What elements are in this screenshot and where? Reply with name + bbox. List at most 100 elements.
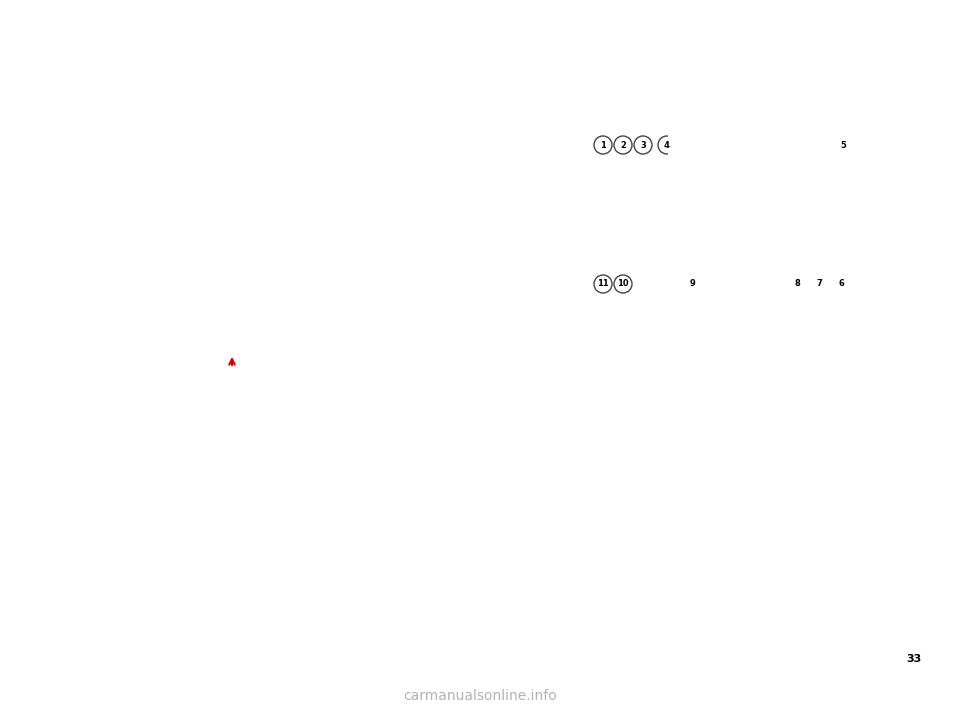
Polygon shape [883, 0, 917, 27]
Polygon shape [955, 27, 960, 681]
Polygon shape [825, 27, 960, 681]
Polygon shape [662, 681, 696, 708]
Polygon shape [373, 27, 960, 681]
Polygon shape [0, 27, 423, 681]
Polygon shape [142, 0, 176, 27]
Polygon shape [347, 27, 960, 681]
Polygon shape [0, 27, 436, 681]
Polygon shape [464, 27, 960, 681]
Polygon shape [0, 27, 657, 681]
Polygon shape [77, 0, 111, 27]
Polygon shape [425, 27, 960, 681]
Polygon shape [0, 27, 111, 681]
Polygon shape [506, 0, 540, 27]
Bar [45, 134, 85, 214]
Polygon shape [357, 27, 960, 681]
Polygon shape [591, 27, 960, 681]
Bar [0, 681, 28, 708]
Polygon shape [831, 681, 865, 708]
Polygon shape [539, 27, 960, 681]
Polygon shape [0, 681, 33, 708]
Circle shape [614, 275, 632, 293]
Polygon shape [734, 27, 960, 681]
Polygon shape [633, 27, 960, 681]
Polygon shape [350, 0, 384, 27]
Bar [867, 0, 901, 27]
Polygon shape [126, 27, 787, 681]
Bar [900, 275, 928, 392]
Polygon shape [604, 27, 960, 681]
Polygon shape [623, 0, 657, 27]
Polygon shape [0, 27, 475, 681]
Polygon shape [766, 681, 800, 708]
Polygon shape [669, 27, 960, 681]
Polygon shape [51, 681, 85, 708]
Polygon shape [636, 0, 670, 27]
Polygon shape [181, 0, 215, 27]
Text: Fig. 49: Fig. 49 [74, 472, 115, 482]
Polygon shape [409, 27, 960, 681]
Polygon shape [207, 681, 241, 708]
Polygon shape [0, 27, 7, 681]
Polygon shape [607, 27, 960, 681]
Text: Fig. 48: Fig. 48 [98, 424, 139, 434]
Polygon shape [38, 0, 72, 27]
Polygon shape [61, 27, 722, 681]
Polygon shape [714, 0, 748, 27]
Polygon shape [451, 27, 960, 681]
Polygon shape [922, 0, 956, 27]
Circle shape [683, 275, 701, 293]
Polygon shape [948, 681, 960, 708]
Polygon shape [636, 681, 670, 708]
Polygon shape [77, 681, 111, 708]
Polygon shape [448, 27, 960, 681]
Polygon shape [698, 27, 960, 681]
Text: Action in the event of a: Action in the event of a [587, 66, 800, 81]
FancyBboxPatch shape [634, 179, 676, 279]
Polygon shape [331, 27, 960, 681]
Text: 5: 5 [840, 140, 846, 149]
Polygon shape [0, 27, 540, 681]
Text: The fuse box is located behind the storage: The fuse box is located behind the stora… [37, 410, 271, 420]
Polygon shape [0, 27, 605, 681]
Polygon shape [857, 0, 891, 27]
Polygon shape [35, 27, 696, 681]
Bar [154, 315, 166, 327]
Polygon shape [383, 27, 960, 681]
Polygon shape [646, 27, 960, 681]
Polygon shape [0, 27, 176, 681]
Polygon shape [0, 27, 228, 681]
Polygon shape [545, 0, 579, 27]
Polygon shape [376, 0, 410, 27]
Polygon shape [25, 681, 59, 708]
Polygon shape [363, 247, 387, 267]
Text: Sealing the tyre: Sealing the tyre [587, 347, 694, 360]
Polygon shape [545, 681, 579, 708]
Polygon shape [217, 27, 878, 681]
Polygon shape [0, 27, 501, 681]
Polygon shape [246, 681, 280, 708]
Polygon shape [760, 27, 960, 681]
Polygon shape [0, 27, 189, 681]
Polygon shape [194, 0, 228, 27]
Polygon shape [64, 681, 98, 708]
Text: • Shake the tyre sealant bottle vigorously: • Shake the tyre sealant bottle vigorous… [587, 400, 805, 410]
Polygon shape [555, 27, 960, 681]
Bar [360, 159, 575, 160]
Polygon shape [435, 27, 960, 681]
Text: 7: 7 [816, 280, 822, 288]
Polygon shape [467, 0, 501, 27]
Polygon shape [0, 27, 33, 681]
Polygon shape [337, 0, 371, 27]
Polygon shape [0, 27, 514, 681]
Polygon shape [285, 681, 319, 708]
Polygon shape [0, 27, 618, 681]
Polygon shape [532, 681, 566, 708]
Polygon shape [727, 681, 761, 708]
Polygon shape [386, 27, 960, 681]
Polygon shape [584, 0, 618, 27]
Text: The battery is located in the engine compart-: The battery is located in the engine com… [360, 172, 597, 182]
Polygon shape [311, 681, 345, 708]
Polygon shape [155, 0, 189, 27]
Polygon shape [542, 27, 960, 681]
